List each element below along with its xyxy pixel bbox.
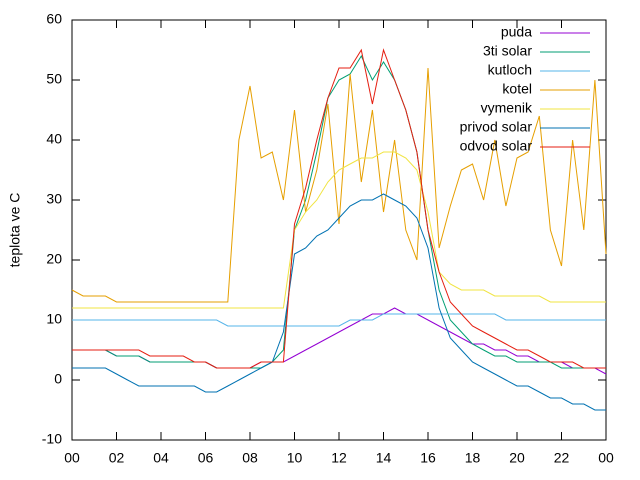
legend-label: odvod solar <box>460 138 533 154</box>
series-line <box>72 48 606 369</box>
y-axis-label: teplota ve C <box>7 193 23 268</box>
x-tick-label: 18 <box>465 450 481 466</box>
y-tick-label: 30 <box>46 191 62 207</box>
x-tick-label: 06 <box>198 450 214 466</box>
x-tick-label: 00 <box>598 450 614 466</box>
series-line <box>72 307 607 375</box>
x-tick-label: 04 <box>153 450 169 466</box>
legend-label: privod solar <box>460 119 533 135</box>
legend-label: vymenik <box>481 100 533 116</box>
y-tick-label: 40 <box>46 131 62 147</box>
legend-label: kutloch <box>488 62 532 78</box>
y-tick-label: -10 <box>42 431 62 447</box>
y-tick-label: 50 <box>46 71 62 87</box>
series-line <box>72 193 606 411</box>
series-line <box>72 54 606 369</box>
legend-label: 3ti solar <box>483 43 532 59</box>
y-tick-label: 0 <box>54 371 62 387</box>
x-tick-label: 08 <box>242 450 258 466</box>
series-line <box>71 67 607 303</box>
y-tick-label: 10 <box>46 311 62 327</box>
y-tick-label: 20 <box>46 251 62 267</box>
series-line <box>72 151 606 309</box>
x-tick-label: 00 <box>64 450 80 466</box>
legend-label: kotel <box>502 81 532 97</box>
y-tick-label: 60 <box>46 11 62 27</box>
x-tick-label: 16 <box>420 450 436 466</box>
x-tick-label: 14 <box>376 450 392 466</box>
series-line <box>72 313 606 327</box>
x-tick-label: 22 <box>554 450 570 466</box>
x-tick-label: 02 <box>109 450 125 466</box>
x-tick-label: 10 <box>287 450 303 466</box>
legend-label: puda <box>501 24 532 40</box>
x-tick-label: 12 <box>331 450 347 466</box>
x-tick-label: 20 <box>509 450 525 466</box>
